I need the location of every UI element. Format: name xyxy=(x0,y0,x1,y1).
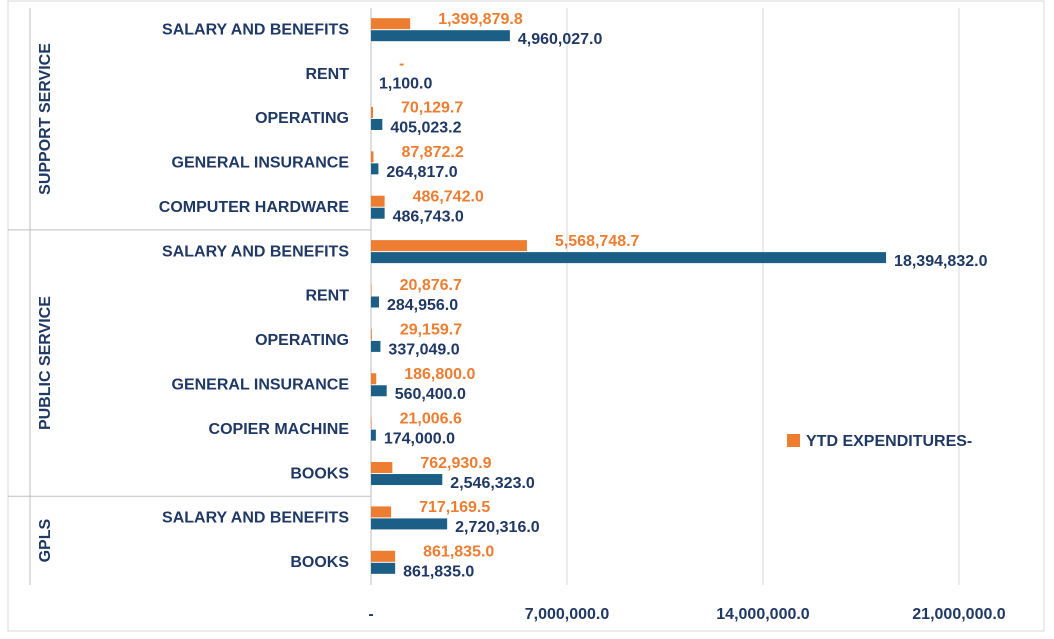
category-label: SALARY AND BENEFITS xyxy=(162,243,349,260)
bar xyxy=(371,385,387,397)
category-label: RENT xyxy=(305,66,349,83)
category-label: BOOKS xyxy=(290,554,349,571)
bar xyxy=(371,429,376,441)
bar xyxy=(371,474,443,486)
bar xyxy=(371,240,527,252)
bar xyxy=(371,284,372,296)
bar xyxy=(371,296,379,308)
value-label: 20,876.7 xyxy=(400,277,462,294)
value-label: 2,720,316.0 xyxy=(455,519,540,536)
category-label: GENERAL INSURANCE xyxy=(172,155,350,172)
legend-label: YTD EXPENDITURES- xyxy=(806,433,973,450)
x-tick-label: - xyxy=(368,606,373,623)
value-label: 2,546,323.0 xyxy=(450,475,535,492)
bar xyxy=(371,151,374,163)
category-label: BOOKS xyxy=(290,465,349,482)
bar xyxy=(371,518,448,530)
bar xyxy=(371,373,377,385)
group-label: GPLS xyxy=(37,519,54,563)
value-label: 861,835.0 xyxy=(423,544,494,561)
bar xyxy=(371,417,372,429)
value-label: 4,960,027.0 xyxy=(518,31,603,48)
value-label: 5,568,748.7 xyxy=(555,233,640,250)
bar xyxy=(371,195,385,207)
value-label: 405,023.2 xyxy=(390,120,461,137)
bar xyxy=(371,106,373,118)
value-label: 29,159.7 xyxy=(400,322,462,339)
bar xyxy=(371,562,396,574)
category-label: OPERATING xyxy=(255,332,349,349)
x-tick-label: 21,000,000.0 xyxy=(912,606,1006,623)
value-label: 1,399,879.8 xyxy=(438,11,523,28)
value-label: 762,930.9 xyxy=(420,455,491,472)
value-label: 486,742.0 xyxy=(413,188,484,205)
bar xyxy=(371,462,393,474)
category-label: COMPUTER HARDWARE xyxy=(159,199,350,216)
value-label: 186,800.0 xyxy=(404,366,475,383)
value-label: 717,169.5 xyxy=(419,499,490,516)
value-label: 486,743.0 xyxy=(393,208,464,225)
bar xyxy=(371,30,510,42)
value-label: 70,129.7 xyxy=(401,100,463,117)
category-label: SALARY AND BENEFITS xyxy=(162,21,349,38)
group-label: PUBLIC SERVICE xyxy=(37,296,54,430)
x-tick-label: 14,000,000.0 xyxy=(716,606,810,623)
value-label: 337,049.0 xyxy=(388,342,459,359)
legend: YTD EXPENDITURES- xyxy=(787,430,996,454)
value-label: 87,872.2 xyxy=(401,144,463,161)
bar xyxy=(371,18,411,30)
bar xyxy=(371,163,379,175)
category-label: OPERATING xyxy=(255,110,349,127)
bar xyxy=(371,207,385,219)
bar xyxy=(371,328,372,340)
value-label: 861,835.0 xyxy=(403,564,474,581)
value-label: - xyxy=(399,55,404,72)
category-label: SALARY AND BENEFITS xyxy=(162,510,349,527)
value-label: 21,006.6 xyxy=(400,410,462,427)
chart-frame xyxy=(7,0,1045,632)
legend-swatch xyxy=(787,434,800,447)
bar xyxy=(371,550,396,562)
category-label: COPIER MACHINE xyxy=(209,421,350,438)
group-label: SUPPORT SERVICE xyxy=(37,43,54,195)
value-label: 560,400.0 xyxy=(395,386,466,403)
value-label: 1,100.0 xyxy=(379,75,432,92)
value-label: 18,394,832.0 xyxy=(894,253,988,270)
category-label: GENERAL INSURANCE xyxy=(172,376,350,393)
value-label: 284,956.0 xyxy=(387,297,458,314)
bar xyxy=(371,252,887,264)
category-label: RENT xyxy=(305,288,349,305)
value-label: 174,000.0 xyxy=(384,430,455,447)
bar xyxy=(371,506,392,518)
bar xyxy=(371,340,381,352)
value-label: 264,817.0 xyxy=(386,164,457,181)
x-tick-label: 7,000,000.0 xyxy=(525,606,610,623)
bar xyxy=(371,118,383,130)
